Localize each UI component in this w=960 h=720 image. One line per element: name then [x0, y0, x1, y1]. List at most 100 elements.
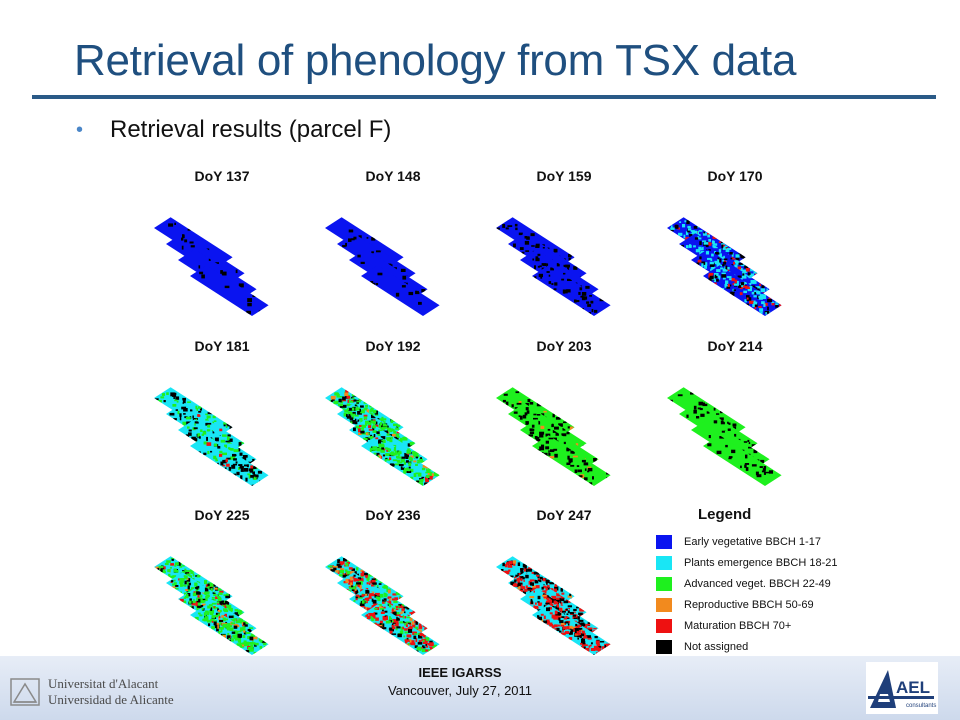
- class-speck: [722, 288, 725, 291]
- class-speck: [372, 430, 377, 433]
- class-speck: [371, 282, 376, 285]
- class-speck: [394, 622, 399, 627]
- class-speck: [725, 280, 729, 284]
- class-speck: [384, 610, 388, 613]
- class-speck: [358, 595, 360, 598]
- class-speck: [572, 450, 575, 454]
- class-speck: [225, 458, 228, 463]
- class-speck: [708, 277, 711, 281]
- class-speck: [200, 594, 203, 598]
- class-speck: [539, 446, 545, 451]
- class-speck: [371, 578, 376, 580]
- class-speck: [351, 394, 357, 397]
- class-speck: [213, 591, 216, 594]
- class-speck: [226, 463, 230, 467]
- class-speck: [568, 254, 572, 258]
- class-speck: [372, 425, 376, 429]
- class-speck: [411, 611, 416, 615]
- class-speck: [525, 421, 529, 425]
- class-speck: [202, 600, 206, 603]
- class-speck: [698, 246, 702, 251]
- class-speck: [748, 442, 751, 444]
- class-speck: [395, 626, 398, 631]
- class-speck: [405, 456, 409, 459]
- class-speck: [359, 602, 365, 606]
- class-speck: [248, 468, 253, 472]
- class-speck: [508, 560, 513, 565]
- class-speck: [210, 450, 213, 453]
- class-speck: [370, 613, 375, 617]
- map-panel-doy-159: DoY 159: [484, 168, 644, 328]
- class-speck: [526, 236, 530, 240]
- class-speck: [236, 635, 239, 638]
- class-speck: [382, 601, 385, 604]
- class-speck: [740, 278, 743, 280]
- class-speck: [196, 597, 199, 601]
- class-speck: [517, 562, 521, 566]
- class-speck: [242, 624, 245, 627]
- legend-swatch: [656, 639, 672, 654]
- class-speck: [369, 613, 372, 617]
- class-speck: [524, 236, 528, 239]
- class-speck: [157, 567, 160, 571]
- class-speck: [734, 260, 740, 264]
- class-speck: [182, 397, 186, 401]
- class-speck: [744, 463, 750, 465]
- parcel-map: [325, 387, 440, 486]
- class-speck: [380, 450, 385, 453]
- class-speck: [525, 250, 530, 252]
- class-speck: [356, 400, 361, 403]
- class-speck: [514, 223, 518, 227]
- class-speck: [246, 310, 251, 315]
- class-speck: [539, 434, 544, 438]
- class-speck: [697, 259, 702, 263]
- class-speck: [239, 644, 245, 648]
- class-speck: [709, 264, 714, 267]
- class-speck: [578, 612, 583, 615]
- class-speck: [696, 416, 700, 419]
- class-speck: [566, 462, 571, 465]
- class-speck: [725, 444, 728, 448]
- class-speck: [223, 594, 228, 597]
- class-speck: [706, 233, 711, 235]
- class-speck: [580, 622, 585, 627]
- class-speck: [392, 619, 397, 623]
- class-speck: [197, 574, 202, 577]
- class-speck: [563, 600, 569, 604]
- class-speck: [521, 587, 526, 590]
- class-speck: [354, 414, 359, 417]
- class-speck: [388, 437, 393, 439]
- class-speck: [173, 396, 175, 399]
- panel-label: DoY 181: [194, 338, 250, 354]
- class-speck: [239, 466, 241, 469]
- class-speck: [205, 595, 211, 599]
- class-speck: [554, 610, 558, 615]
- class-speck: [551, 424, 554, 428]
- class-speck: [517, 586, 521, 590]
- class-speck: [416, 461, 420, 464]
- class-speck: [368, 581, 372, 585]
- class-speck: [201, 274, 205, 279]
- class-speck: [366, 582, 369, 585]
- class-speck: [387, 448, 390, 452]
- class-speck: [761, 285, 765, 289]
- class-speck: [388, 620, 391, 624]
- class-speck: [353, 600, 356, 602]
- class-speck: [216, 628, 219, 632]
- class-speck: [546, 585, 550, 589]
- class-speck: [382, 454, 385, 457]
- class-speck: [588, 645, 591, 648]
- class-speck: [547, 599, 553, 603]
- class-speck: [745, 286, 751, 289]
- class-speck: [514, 576, 518, 579]
- class-speck: [365, 432, 370, 436]
- class-speck: [735, 257, 740, 261]
- class-speck: [404, 628, 408, 631]
- class-speck: [233, 618, 237, 620]
- class-speck: [686, 414, 689, 418]
- class-speck: [765, 471, 770, 474]
- class-speck: [259, 480, 263, 484]
- class-speck: [372, 446, 378, 449]
- class-speck: [413, 454, 419, 457]
- class-speck: [357, 577, 362, 580]
